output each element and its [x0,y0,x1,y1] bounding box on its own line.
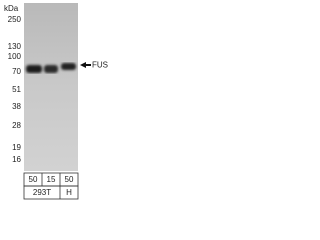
blot-membrane [24,3,78,171]
unit-label: kDa [4,4,19,13]
marker-label: 38 [12,102,21,111]
target-label: FUS [92,61,108,70]
cell-line: H [66,188,72,197]
marker-label: 250 [8,15,22,24]
lane-table [23,172,79,200]
marker-label: 28 [12,121,21,130]
marker-label: 130 [8,42,22,51]
marker-label: 51 [12,85,21,94]
lane-amount: 50 [29,175,38,184]
lane-amount: 50 [65,175,74,184]
band [61,63,76,70]
marker-label: 70 [12,67,21,76]
bands [26,63,76,73]
cell-line: 293T [33,188,51,197]
marker-label: 16 [12,155,21,164]
band [26,65,42,73]
lane-amount: 15 [47,175,56,184]
marker-label: 19 [12,143,21,152]
marker-label: 100 [8,52,22,61]
band [44,65,58,73]
arrow [80,62,91,68]
cell-row [23,185,79,200]
